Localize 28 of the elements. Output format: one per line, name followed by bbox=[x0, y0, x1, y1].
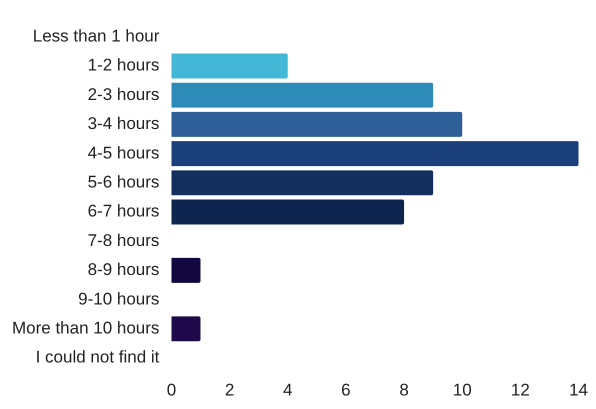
y-tick-label: 9-10 hours bbox=[78, 289, 160, 308]
y-tick-label: 4-5 hours bbox=[88, 143, 160, 162]
bar bbox=[171, 170, 434, 196]
x-tick-label: 4 bbox=[283, 380, 292, 400]
bar bbox=[171, 200, 404, 224]
y-tick-label: 2-3 hours bbox=[88, 84, 160, 104]
x-tick-label: 0 bbox=[166, 380, 176, 400]
y-tick-label: Less than 1 hour bbox=[32, 26, 160, 46]
y-tick-label: 1-2 hours bbox=[88, 56, 160, 75]
bar bbox=[171, 258, 200, 283]
x-tick-label: 10 bbox=[452, 380, 472, 400]
y-tick-label: 8-9 hours bbox=[88, 260, 160, 280]
bar bbox=[171, 316, 200, 342]
y-tick-label: 3-4 hours bbox=[88, 114, 160, 134]
x-tick-label: 14 bbox=[569, 380, 588, 400]
bar bbox=[171, 54, 288, 78]
y-tick-label: 6-7 hours bbox=[88, 202, 160, 221]
x-tick-label: 6 bbox=[341, 380, 351, 400]
bar bbox=[171, 141, 579, 166]
x-tick-label: 8 bbox=[399, 380, 409, 400]
bar bbox=[171, 112, 462, 137]
y-tick-label: More than 10 hours bbox=[12, 318, 160, 338]
y-tick-label: 7-8 hours bbox=[88, 230, 160, 250]
x-tick-label: 2 bbox=[224, 380, 234, 400]
y-tick-label: 5-6 hours bbox=[88, 172, 160, 192]
x-tick-label: 12 bbox=[510, 380, 530, 400]
bar bbox=[171, 82, 434, 108]
y-tick-label: I could not find it bbox=[36, 348, 160, 367]
